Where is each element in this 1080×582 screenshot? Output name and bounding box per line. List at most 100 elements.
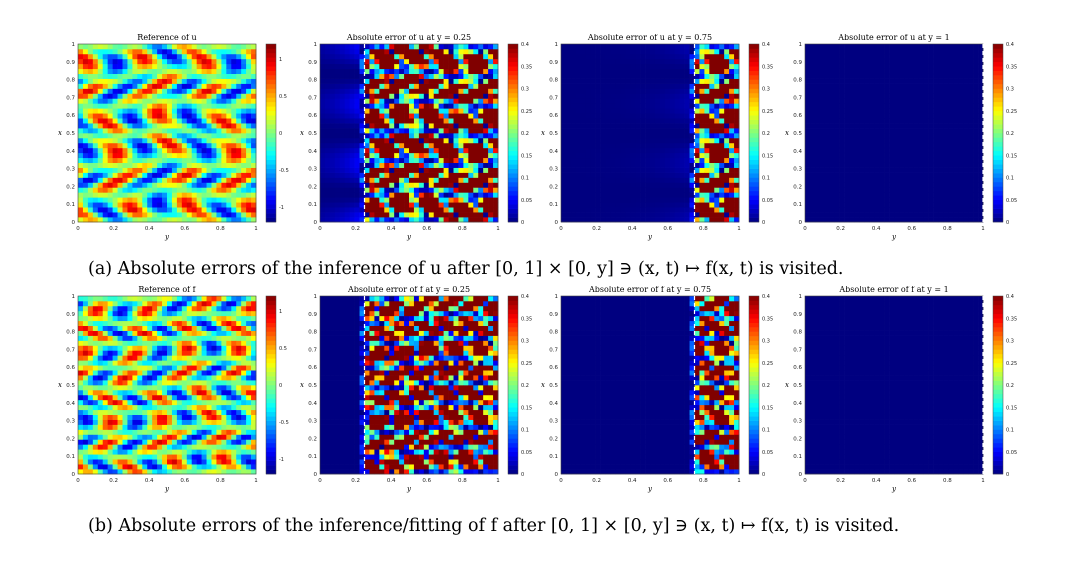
colorbar-swatch — [749, 57, 759, 63]
heatmap-cell — [399, 187, 405, 193]
heatmap-cell — [493, 212, 499, 218]
heatmap-cell — [364, 118, 370, 124]
heatmap-cell — [423, 78, 430, 84]
heatmap-cell — [448, 73, 454, 79]
heatmap-cell — [849, 147, 855, 154]
heatmap-cell — [908, 133, 915, 139]
heatmap-cell — [468, 167, 474, 173]
heatmap-cell — [684, 103, 690, 109]
heatmap-cell — [824, 63, 831, 70]
heatmap-cell — [674, 73, 681, 79]
heatmap-cell — [453, 207, 459, 213]
heatmap-cell — [864, 93, 870, 99]
heatmap-cell — [889, 212, 895, 218]
heatmap-cell — [854, 147, 860, 154]
heatmap-cell — [201, 83, 207, 89]
heatmap-cell — [879, 88, 885, 94]
heatmap-cell — [428, 93, 435, 99]
heatmap-cell — [650, 98, 656, 104]
heatmap-cell — [468, 197, 474, 203]
heatmap-cell — [903, 83, 910, 89]
heatmap-cell — [714, 113, 720, 119]
heatmap-cell — [117, 73, 123, 79]
heatmap-cell — [679, 187, 685, 193]
heatmap-cell — [580, 93, 587, 99]
heatmap-cell — [369, 137, 375, 144]
heatmap-cell — [918, 207, 925, 213]
heatmap-cell — [438, 192, 444, 198]
heatmap-cell — [418, 63, 425, 70]
heatmap-cell — [87, 53, 94, 60]
heatmap-cell — [468, 152, 474, 159]
heatmap-cell — [231, 187, 237, 193]
heatmap-cell — [226, 78, 232, 84]
heatmap-cell — [404, 98, 410, 104]
heatmap-cell — [423, 118, 430, 124]
heatmap-cell — [493, 93, 499, 99]
heatmap-cell — [167, 197, 173, 203]
heatmap-cell — [216, 133, 222, 139]
ytick-label: 0.4 — [549, 149, 558, 155]
heatmap-cell — [719, 113, 725, 119]
colorbar-swatch — [508, 150, 518, 156]
heatmap-cell — [117, 93, 123, 99]
heatmap-cell — [389, 73, 395, 79]
heatmap-cell — [645, 172, 651, 178]
heatmap-cell — [82, 182, 89, 188]
heatmap-cell — [898, 123, 905, 129]
heatmap-cell — [443, 162, 449, 168]
heatmap-cell — [127, 98, 133, 104]
heatmap-cell — [679, 78, 685, 84]
heatmap-cell — [600, 58, 606, 65]
heatmap-cell — [488, 48, 494, 55]
heatmap-cell — [379, 197, 385, 203]
heatmap-cell — [473, 73, 479, 79]
heatmap-cell — [201, 108, 207, 114]
heatmap-cell — [590, 167, 596, 173]
heatmap-cell — [117, 192, 123, 198]
heatmap-cell — [369, 73, 375, 79]
heatmap-cell — [699, 207, 705, 213]
heatmap-cell — [620, 88, 626, 94]
heatmap-cell — [354, 118, 360, 124]
heatmap-cell — [918, 88, 925, 94]
heatmap-cell — [167, 133, 173, 139]
heatmap-cell — [389, 192, 395, 198]
heatmap-cell — [241, 63, 247, 70]
heatmap-cell — [679, 103, 685, 109]
heatmap-cell — [650, 177, 656, 183]
heatmap-cell — [879, 78, 885, 84]
heatmap-cell — [142, 182, 148, 188]
heatmap-cell — [570, 53, 577, 60]
heatmap-cell — [849, 202, 855, 208]
ytick-label: 0.8 — [308, 78, 317, 84]
heatmap-cell — [605, 142, 611, 149]
heatmap-cell — [231, 118, 237, 124]
heatmap-cell — [344, 78, 351, 84]
heatmap-cell — [839, 197, 845, 203]
heatmap-cell — [107, 192, 113, 198]
heatmap-cell — [605, 207, 611, 213]
heatmap-cell — [344, 44, 351, 50]
heatmap-cell — [884, 118, 890, 124]
heatmap-cell — [448, 162, 454, 168]
heatmap-cell — [645, 123, 651, 129]
heatmap-cell — [894, 108, 900, 114]
heatmap-cell — [162, 113, 168, 119]
heatmap-cell — [849, 182, 855, 188]
heatmap-cell — [898, 202, 905, 208]
heatmap-cell — [157, 128, 163, 134]
heatmap-cell — [418, 202, 425, 208]
heatmap-cell — [191, 162, 198, 168]
heatmap-cell — [714, 108, 720, 114]
heatmap-cell — [894, 167, 900, 173]
heatmap-cell — [320, 182, 326, 188]
heatmap-cell — [824, 58, 831, 65]
heatmap-cell — [493, 83, 499, 89]
heatmap-cell — [418, 133, 425, 139]
heatmap-cell — [458, 177, 464, 183]
heatmap-cell — [433, 53, 440, 60]
colorbar-swatch — [749, 137, 759, 143]
heatmap-cell — [211, 58, 217, 65]
heatmap-cell — [879, 157, 885, 164]
